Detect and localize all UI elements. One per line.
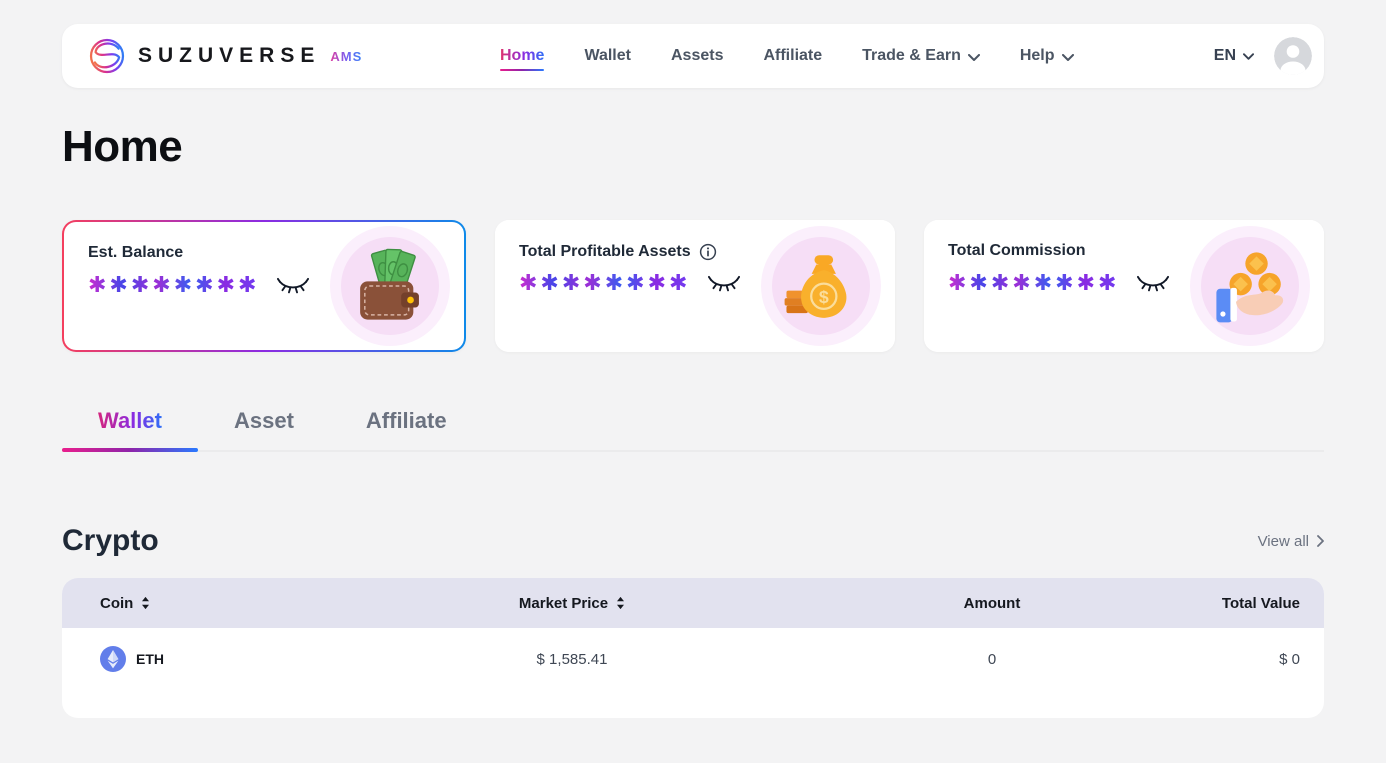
chevron-down-icon bbox=[1061, 53, 1074, 61]
summary-cards: Est. Balance ✱✱✱✱✱✱✱✱ bbox=[62, 220, 1324, 352]
nav-item-assets[interactable]: Assets bbox=[670, 47, 724, 64]
eye-closed-icon[interactable] bbox=[277, 275, 310, 296]
suzuverse-logo-icon bbox=[89, 38, 125, 74]
masked-balance-value: ✱✱✱✱✱✱✱✱ bbox=[88, 272, 260, 297]
column-header-total-value: Total Value bbox=[1221, 594, 1300, 612]
card-title: Total Profitable Assets bbox=[519, 242, 717, 261]
nav-item-trade-earn[interactable]: Trade & Earn bbox=[862, 47, 980, 65]
navbar-right: EN bbox=[1214, 24, 1312, 88]
wallet-illustration bbox=[330, 226, 450, 346]
tab-asset[interactable]: Asset bbox=[233, 408, 294, 433]
nav-item-help[interactable]: Help bbox=[1020, 47, 1074, 65]
nav-item-wallet[interactable]: Wallet bbox=[584, 47, 631, 64]
total-value: $ 0 bbox=[1279, 650, 1300, 668]
content-tabs: Wallet Asset Affiliate bbox=[62, 402, 1324, 452]
column-header-market-price[interactable]: Market Price bbox=[362, 595, 782, 612]
nav-item-affiliate[interactable]: Affiliate bbox=[763, 47, 823, 64]
card-total-profitable-assets[interactable]: Total Profitable Assets ✱✱✱✱✱✱✱✱ bbox=[495, 220, 895, 352]
brand-name: SUZUVERSE bbox=[138, 44, 321, 67]
column-header-amount: Amount bbox=[963, 594, 1021, 612]
svg-text:$: $ bbox=[819, 287, 829, 307]
tab-wallet[interactable]: Wallet bbox=[62, 402, 198, 452]
table-row-eth[interactable]: ETH $ 1,585.41 0 $ 0 bbox=[62, 628, 1324, 690]
card-title: Est. Balance bbox=[88, 244, 184, 261]
navbar: SUZUVERSE AMS Home Wallet Assets Affilia… bbox=[62, 24, 1324, 88]
avatar-person-icon bbox=[1274, 37, 1312, 75]
money-bag-illustration: $ bbox=[761, 226, 881, 346]
brand-suffix: AMS bbox=[330, 48, 363, 64]
eye-closed-icon[interactable] bbox=[708, 273, 741, 294]
language-selector[interactable]: EN bbox=[1214, 47, 1254, 65]
hand-coins-illustration bbox=[1190, 226, 1310, 346]
crypto-table: Coin Market Price Amount Total Value ETH… bbox=[62, 578, 1324, 718]
card-title: Total Commission bbox=[948, 242, 1086, 259]
crypto-section-title: Crypto bbox=[62, 524, 159, 557]
market-price-value: $ 1,585.41 bbox=[536, 650, 608, 668]
chevron-down-icon bbox=[967, 53, 980, 61]
nav-item-home[interactable]: Home bbox=[500, 47, 545, 71]
main-nav: Home Wallet Assets Affiliate Trade & Ear… bbox=[500, 24, 1074, 88]
masked-assets-value: ✱✱✱✱✱✱✱✱ bbox=[519, 270, 691, 295]
card-est-balance[interactable]: Est. Balance ✱✱✱✱✱✱✱✱ bbox=[62, 220, 466, 352]
view-all-link[interactable]: View all bbox=[1258, 533, 1324, 550]
amount-value: 0 bbox=[987, 650, 997, 668]
tab-affiliate[interactable]: Affiliate bbox=[365, 408, 447, 433]
coin-symbol: ETH bbox=[136, 651, 164, 667]
page-title: Home bbox=[62, 122, 183, 171]
masked-commission-value: ✱✱✱✱✱✱✱✱ bbox=[948, 270, 1120, 295]
avatar[interactable] bbox=[1274, 37, 1312, 75]
eth-icon bbox=[100, 646, 126, 672]
column-header-coin[interactable]: Coin bbox=[62, 595, 362, 612]
eye-closed-icon[interactable] bbox=[1137, 273, 1170, 294]
crypto-section-header: Crypto View all bbox=[62, 518, 1324, 564]
sort-icon bbox=[142, 596, 150, 610]
brand-logo[interactable]: SUZUVERSE AMS bbox=[88, 24, 362, 88]
chevron-right-icon bbox=[1317, 535, 1324, 547]
card-total-commission[interactable]: Total Commission ✱✱✱✱✱✱✱✱ bbox=[924, 220, 1324, 352]
table-header: Coin Market Price Amount Total Value bbox=[62, 578, 1324, 628]
info-icon[interactable] bbox=[699, 243, 717, 261]
sort-icon bbox=[617, 596, 625, 610]
chevron-down-icon bbox=[1243, 52, 1254, 60]
